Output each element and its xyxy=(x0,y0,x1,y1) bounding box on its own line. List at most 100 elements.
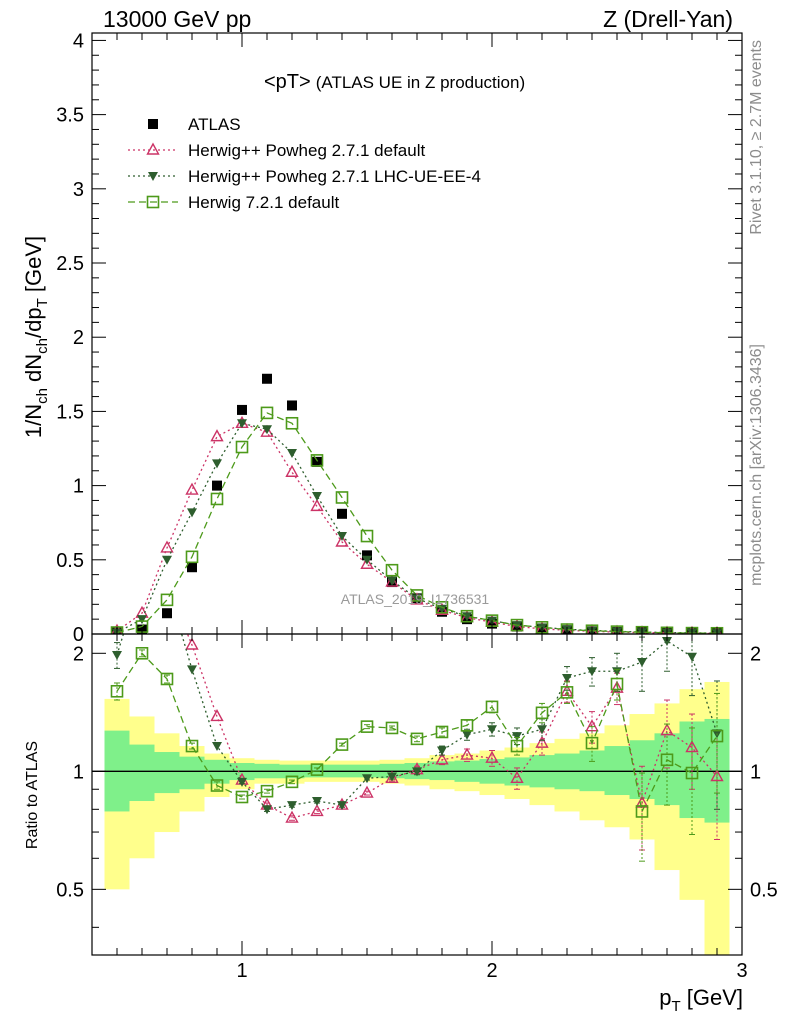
ratio-point-powheg_ue-22 xyxy=(662,636,672,646)
ratio-point-herwig721-6 xyxy=(260,784,274,798)
point-powheg_default-8 xyxy=(310,498,324,512)
point-herwig721-8 xyxy=(310,454,324,467)
point-powheg_default-7 xyxy=(285,464,299,477)
x-axis-label: pT [GeV] xyxy=(659,985,743,1015)
point-powheg_default-13 xyxy=(435,602,449,615)
ratio-point-herwig721-13 xyxy=(435,725,449,739)
ratio-point-powheg_default-11 xyxy=(385,770,399,783)
ratio-point-herwig721-10 xyxy=(360,720,374,733)
ratio-point-powheg_ue-23 xyxy=(687,652,697,662)
ratio-point-powheg_default-14 xyxy=(460,747,474,760)
y-tick-label-ratio: 2 xyxy=(73,643,84,665)
ratio-line-powheg_default xyxy=(186,634,718,819)
point-data-3 xyxy=(187,562,197,573)
point-herwig721-14 xyxy=(460,609,474,623)
y-axis-label-ratio: Ratio to ATLAS xyxy=(24,741,41,849)
point-powheg_ue-1 xyxy=(137,615,147,625)
band-inner-bin xyxy=(179,756,205,790)
point-data-8 xyxy=(312,456,322,467)
legend-label-powheg_default: Herwig++ Powheg 2.7.1 default xyxy=(188,141,425,160)
legend-marker-data xyxy=(148,119,158,129)
ratio-point-herwig721-5 xyxy=(235,790,249,804)
legend-entry-data: ATLAS xyxy=(148,115,241,134)
legend-entry-powheg_default: Herwig++ Powheg 2.7.1 default xyxy=(128,141,425,160)
point-powheg_ue-6 xyxy=(262,425,272,435)
ratio-point-herwig721-1 xyxy=(135,646,149,660)
y-tick-label-ratio-right: 0.5 xyxy=(750,879,778,901)
ratio-point-powheg_default-24 xyxy=(710,769,724,782)
ratio-point-powheg_default-16 xyxy=(510,770,524,783)
point-powheg_default-10 xyxy=(360,556,374,569)
legend-marker-herwig721 xyxy=(146,195,160,209)
legend-entry-herwig721: Herwig 7.2.1 default xyxy=(128,193,339,212)
point-powheg_default-9 xyxy=(335,534,349,547)
ratio-point-powheg_ue-11 xyxy=(387,772,397,782)
ratio-point-herwig721-17 xyxy=(535,706,549,720)
ratio-point-powheg_default-10 xyxy=(360,785,374,798)
ratio-point-powheg_ue-10 xyxy=(362,774,372,784)
ratio-point-powheg_ue-21 xyxy=(637,658,647,668)
ratio-point-powheg_default-20 xyxy=(610,680,624,693)
point-herwig721-13 xyxy=(435,600,449,614)
mcplots-label: mcplots.cern.ch [arXiv:1306.3436] xyxy=(748,344,765,586)
ratio-point-powheg_ue-17 xyxy=(537,725,547,735)
ratio-point-powheg_default-13 xyxy=(435,752,449,765)
y-tick-label-top: 3.5 xyxy=(56,105,84,127)
ratio-point-herwig721-15 xyxy=(485,700,499,714)
point-powheg_ue-8 xyxy=(312,491,322,501)
point-herwig721-4 xyxy=(210,492,224,506)
rivet-label: Rivet 3.1.10, ≥ 2.7M events xyxy=(748,40,765,235)
y-tick-label-top: 2.5 xyxy=(56,253,84,275)
y-tick-label-top: 0 xyxy=(73,624,84,646)
ratio-point-herwig721-23 xyxy=(685,766,699,780)
point-powheg_ue-14 xyxy=(462,612,472,622)
band-inner-bin xyxy=(154,752,180,794)
point-powheg_default-11 xyxy=(385,574,399,587)
y-tick-label-ratio: 0.5 xyxy=(56,879,84,901)
ratio-point-herwig721-20 xyxy=(610,677,624,691)
ratio-point-powheg_ue-4 xyxy=(212,742,222,752)
point-powheg_ue-9 xyxy=(337,532,347,542)
y-tick-label-ratio-right: 1 xyxy=(750,761,761,783)
ratio-point-powheg_ue-15 xyxy=(487,725,497,735)
x-tick-label: 2 xyxy=(486,960,497,982)
ratio-point-herwig721-3 xyxy=(185,739,199,753)
ratio-point-herwig721-4 xyxy=(210,779,224,792)
ratio-point-herwig721-9 xyxy=(335,738,349,751)
ratio-point-powheg_ue-5 xyxy=(237,777,247,787)
legend-marker-powheg_default xyxy=(146,142,160,155)
legend-label-powheg_ue: Herwig++ Powheg 2.7.1 LHC-UE-EE-4 xyxy=(188,167,481,186)
point-herwig721-6 xyxy=(260,406,274,420)
analysis-watermark: ATLAS_2019_I1736531 xyxy=(341,591,490,607)
point-herwig721-9 xyxy=(335,491,349,504)
ratio-point-herwig721-18 xyxy=(560,686,574,699)
y-tick-label-top: 2 xyxy=(73,327,84,349)
ratio-point-powheg_ue-6 xyxy=(262,805,272,815)
point-data-6 xyxy=(262,373,272,384)
y-tick-label-top: 3 xyxy=(73,179,84,201)
point-data-2 xyxy=(162,608,172,619)
ratio-point-powheg_default-4 xyxy=(210,709,224,722)
point-data-10 xyxy=(362,550,372,561)
point-herwig721-3 xyxy=(185,550,199,564)
y-tick-label-top: 4 xyxy=(73,30,84,52)
ratio-point-powheg_ue-13 xyxy=(437,746,447,756)
ratio-point-herwig721-24 xyxy=(710,729,724,743)
header-left: 13000 GeV pp xyxy=(103,6,251,32)
plot-title-sub: (ATLAS UE in Z production) xyxy=(316,73,525,92)
point-powheg_default-3 xyxy=(185,482,199,495)
y-tick-label-top: 0.5 xyxy=(56,550,84,572)
header-right: Z (Drell-Yan) xyxy=(603,6,733,32)
y-tick-label-ratio-right: 2 xyxy=(750,643,761,665)
ratio-point-powheg_ue-3 xyxy=(187,665,197,675)
ratio-point-powheg_ue-14 xyxy=(462,730,472,740)
point-data-5 xyxy=(237,404,247,415)
legend-marker-powheg_ue xyxy=(148,172,158,181)
band-inner-bin xyxy=(604,746,630,796)
point-herwig721-10 xyxy=(360,529,374,543)
ratio-point-powheg_default-22 xyxy=(660,723,674,736)
point-data-7 xyxy=(287,400,297,411)
ratio-point-herwig721-0 xyxy=(110,684,124,698)
point-powheg_ue-4 xyxy=(212,459,222,469)
